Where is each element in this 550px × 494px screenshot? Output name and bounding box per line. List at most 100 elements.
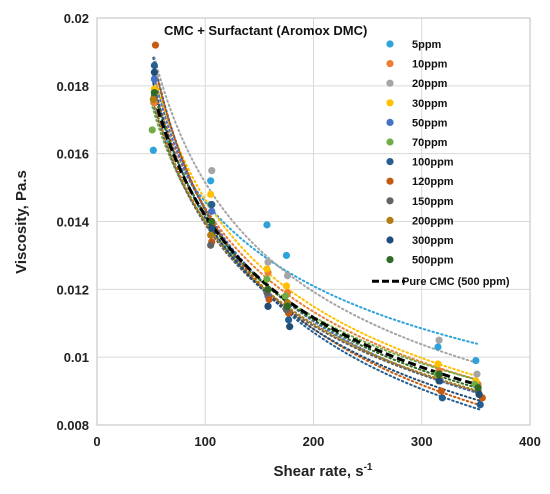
x-axis-title-superscript: -1 — [364, 462, 373, 473]
legend-label-500ppm: 500ppm — [412, 255, 454, 267]
data-point-70ppm — [148, 126, 156, 134]
data-point-20ppm — [208, 167, 216, 175]
data-point-20ppm — [283, 272, 292, 280]
legend-marker-200ppm — [386, 216, 394, 224]
data-point-200ppm — [207, 231, 215, 239]
legend-marker-100ppm — [386, 158, 394, 166]
data-point-200ppm — [149, 95, 157, 103]
data-point-5ppm — [472, 356, 480, 365]
data-point-150ppm — [207, 241, 215, 249]
data-point-500ppm — [435, 370, 443, 378]
data-point-100ppm — [150, 61, 158, 70]
data-point-20ppm — [435, 336, 443, 344]
legend-label-150ppm: 150ppm — [412, 196, 454, 208]
data-point-20ppm — [473, 370, 481, 378]
legend-marker-70ppm — [386, 138, 394, 146]
data-point-300ppm — [435, 377, 443, 385]
data-point-500ppm — [283, 302, 292, 310]
plot-area-border — [96, 17, 531, 426]
data-point-100ppm — [476, 401, 484, 409]
legend-label-30ppm: 30ppm — [412, 98, 448, 110]
data-point-500ppm — [208, 217, 216, 226]
x-tick-label: 100 — [194, 434, 216, 449]
x-tick-label: 300 — [411, 434, 433, 449]
tick-labels: 0 100 200 300 400 0.008 0.01 0.012 0.014 0.016 0.0… — [56, 11, 540, 449]
trendline-20ppm — [153, 56, 480, 365]
legend-label-120ppm: 120ppm — [412, 176, 454, 188]
data-point-500ppm — [474, 384, 482, 392]
data-point-100ppm — [285, 316, 293, 324]
data-point-300ppm — [150, 68, 158, 76]
legend-label-70ppm: 70ppm — [412, 137, 448, 149]
x-axis-title-main: Shear rate, s — [274, 463, 364, 480]
legend-marker-120ppm — [386, 177, 394, 185]
legend-marker-50ppm — [386, 118, 394, 126]
trendline-10ppm — [152, 82, 481, 382]
data-point-50ppm — [208, 207, 216, 215]
data-point-300ppm — [286, 323, 294, 331]
trendlines — [150, 56, 485, 411]
data-point-5ppm — [207, 177, 215, 185]
trendline-5ppm — [151, 102, 478, 345]
legend-label-200ppm: 200ppm — [412, 215, 454, 227]
data-point-30ppm — [282, 282, 291, 290]
legend-marker-500ppm — [386, 256, 394, 264]
trendline-200ppm — [151, 94, 482, 393]
legend-label-pure-cmc: Pure CMC (500 ppm) — [402, 276, 510, 288]
trendline-150ppm — [152, 102, 481, 394]
y-tick-label: 0.016 — [56, 147, 89, 162]
trendline-30ppm — [152, 70, 478, 378]
chart-title: CMC + Surfactant (Aromox DMC) — [164, 23, 367, 38]
data-point-30ppm — [207, 190, 215, 198]
data-point-50ppm — [150, 75, 158, 83]
data-point-5ppm — [263, 221, 271, 229]
data-point-100ppm — [208, 200, 216, 209]
data-point-100ppm — [438, 394, 446, 402]
data-point-5ppm — [434, 343, 442, 351]
legend-marker-300ppm — [386, 236, 394, 244]
x-axis-title: Shear rate, s-1 — [274, 462, 373, 480]
legend-marker-10ppm — [386, 60, 394, 68]
data-point-5ppm — [282, 251, 291, 260]
x-tick-label: 200 — [303, 434, 325, 449]
y-tick-label: 0.02 — [64, 11, 89, 26]
trendline-120ppm — [153, 64, 485, 408]
data-point-500ppm — [150, 89, 158, 97]
y-axis-title: Viscosity, Pa.s — [13, 170, 30, 274]
data-point-120ppm — [265, 295, 273, 304]
legend-label-50ppm: 50ppm — [412, 117, 448, 129]
legend-marker-20ppm — [386, 79, 394, 87]
data-point-70ppm — [263, 275, 271, 283]
grid-lines — [96, 17, 531, 426]
y-tick-label: 0.012 — [56, 282, 89, 297]
legend-label-300ppm: 300ppm — [412, 235, 454, 247]
y-tick-label: 0.018 — [56, 79, 89, 94]
legend-marker-150ppm — [386, 197, 394, 205]
x-tick-label: 400 — [519, 434, 541, 449]
legend: 5ppm 10ppm 20ppm 30ppm 50ppm 70ppm 100ppm 120pp… — [372, 39, 510, 288]
data-point-300ppm — [475, 390, 483, 399]
data-point-300ppm — [264, 302, 272, 310]
legend-label-100ppm: 100ppm — [412, 157, 454, 169]
data-point-30ppm — [434, 360, 442, 368]
data-points — [148, 41, 486, 409]
legend-label-10ppm: 10ppm — [412, 59, 448, 71]
data-point-120ppm — [151, 41, 160, 49]
data-point-5ppm — [149, 146, 157, 154]
legend-marker-30ppm — [386, 99, 394, 107]
trendline-100ppm — [152, 56, 483, 411]
data-point-70ppm — [281, 292, 289, 300]
data-point-120ppm — [437, 387, 445, 395]
data-point-20ppm — [264, 258, 272, 266]
legend-label-20ppm: 20ppm — [412, 78, 448, 90]
y-tick-label: 0.01 — [64, 350, 89, 365]
legend-label-5ppm: 5ppm — [412, 39, 442, 51]
y-tick-label: 0.014 — [56, 215, 89, 230]
x-tick-label: 0 — [93, 434, 100, 449]
legend-marker-5ppm — [386, 40, 394, 48]
y-tick-label: 0.008 — [56, 418, 89, 433]
data-point-30ppm — [263, 265, 271, 273]
data-point-500ppm — [264, 285, 272, 293]
